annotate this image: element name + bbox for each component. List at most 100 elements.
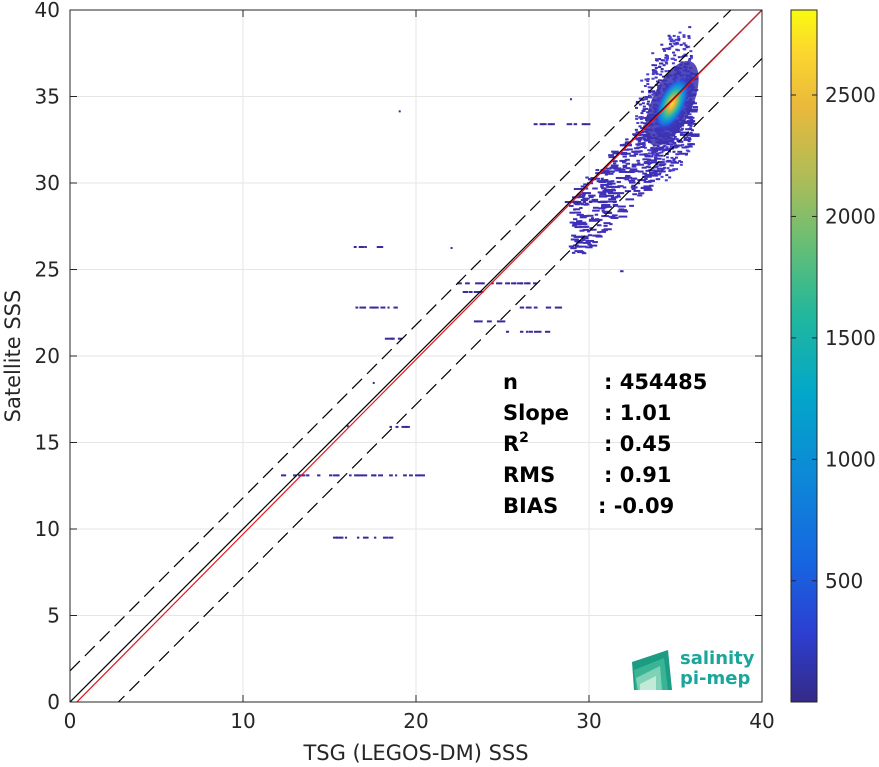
density-cell xyxy=(676,35,680,38)
density-cell xyxy=(674,38,678,41)
density-streak-cell xyxy=(364,246,367,249)
density-cell xyxy=(627,148,633,151)
density-cell xyxy=(649,149,653,152)
density-cell xyxy=(596,177,600,180)
density-cell xyxy=(685,128,690,131)
density-cell xyxy=(651,93,655,96)
density-cell xyxy=(648,159,655,162)
density-cell xyxy=(636,146,641,149)
density-cell xyxy=(637,162,641,165)
density-cell xyxy=(665,55,669,58)
density-cell xyxy=(653,156,657,159)
density-cell xyxy=(655,59,659,62)
density-streak-cell xyxy=(478,282,483,285)
density-cell xyxy=(673,135,677,138)
density-cell xyxy=(657,84,661,87)
density-cell xyxy=(655,148,663,151)
density-streak-cell xyxy=(317,474,321,477)
density-cell xyxy=(649,96,653,99)
density-cell xyxy=(577,235,584,238)
density-cell xyxy=(637,179,647,182)
density-cell xyxy=(661,149,665,152)
density-cell xyxy=(592,234,601,237)
density-cell xyxy=(643,125,647,128)
density-cell xyxy=(624,142,631,145)
density-cell xyxy=(642,130,647,133)
density-streak-cell xyxy=(388,536,394,539)
density-cell xyxy=(623,210,629,213)
y-tick-label: 30 xyxy=(35,171,60,195)
density-cell xyxy=(642,136,646,139)
reference-line-lower xyxy=(117,58,762,702)
density-cell xyxy=(643,180,652,183)
density-streak-cell xyxy=(387,306,390,309)
density-streak-cell xyxy=(357,474,363,477)
density-cell xyxy=(665,58,669,61)
density-cell xyxy=(654,150,658,153)
density-cell xyxy=(635,117,639,120)
density-cell xyxy=(587,234,593,237)
density-cell xyxy=(612,160,618,163)
density-cell xyxy=(647,152,651,155)
density-streak-cell xyxy=(401,425,408,428)
stat-label: Slope xyxy=(503,401,569,425)
density-cell xyxy=(622,155,627,158)
density-streak-cell xyxy=(373,536,377,539)
density-cell xyxy=(572,223,582,226)
density-streak-cell xyxy=(387,337,394,340)
density-cell xyxy=(591,198,599,201)
density-cell xyxy=(580,185,585,188)
density-cell xyxy=(611,214,618,217)
density-cell xyxy=(682,48,686,51)
density-cell xyxy=(680,161,684,164)
density-streak-cell xyxy=(573,123,578,126)
density-streak-cell xyxy=(566,123,570,126)
density-streak-cell xyxy=(422,474,425,477)
density-streak-cell xyxy=(478,290,484,293)
density-cell xyxy=(611,170,615,173)
density-streak-cell xyxy=(539,123,544,126)
density-cell xyxy=(646,78,650,81)
density-streak-cell xyxy=(358,246,365,249)
density-streak-cell xyxy=(542,123,547,126)
density-cell xyxy=(629,204,635,207)
density-streak-cell xyxy=(525,330,529,333)
density-cell xyxy=(580,223,585,226)
density-cell xyxy=(688,58,692,61)
density-cell xyxy=(643,98,647,101)
density-cell xyxy=(584,187,589,190)
density-cell xyxy=(585,203,590,206)
density-cell xyxy=(690,134,700,137)
density-cell xyxy=(658,58,662,61)
density-streak-cell xyxy=(533,123,538,126)
density-streak-cell xyxy=(384,337,389,340)
density-cell xyxy=(687,140,691,143)
colorbar-tick-label: 1000 xyxy=(825,447,876,471)
density-cell xyxy=(647,163,651,166)
density-cell xyxy=(686,116,695,119)
density-cell xyxy=(683,137,687,140)
density-cell xyxy=(687,45,691,48)
density-cell xyxy=(631,184,636,187)
density-cell xyxy=(622,161,626,164)
wave-logo-icon xyxy=(632,650,672,690)
density-cell xyxy=(687,124,691,127)
density-cell xyxy=(638,125,642,128)
density-cell xyxy=(673,146,678,149)
density-cell xyxy=(665,47,669,50)
density-cell xyxy=(684,54,688,57)
density-cell xyxy=(582,192,592,195)
density-cell xyxy=(653,173,661,176)
density-streak-cell xyxy=(475,282,479,285)
density-cell xyxy=(681,143,685,146)
density-cell xyxy=(668,46,672,49)
density-streak-cell xyxy=(397,337,403,340)
y-tick-label: 10 xyxy=(35,517,60,541)
density-streak-cell xyxy=(519,306,525,309)
density-cell xyxy=(615,192,625,195)
density-cell xyxy=(668,170,672,173)
density-cell xyxy=(582,238,586,241)
density-cell xyxy=(640,90,644,93)
density-streak-cell xyxy=(409,474,413,477)
x-tick-label: 20 xyxy=(403,709,428,733)
